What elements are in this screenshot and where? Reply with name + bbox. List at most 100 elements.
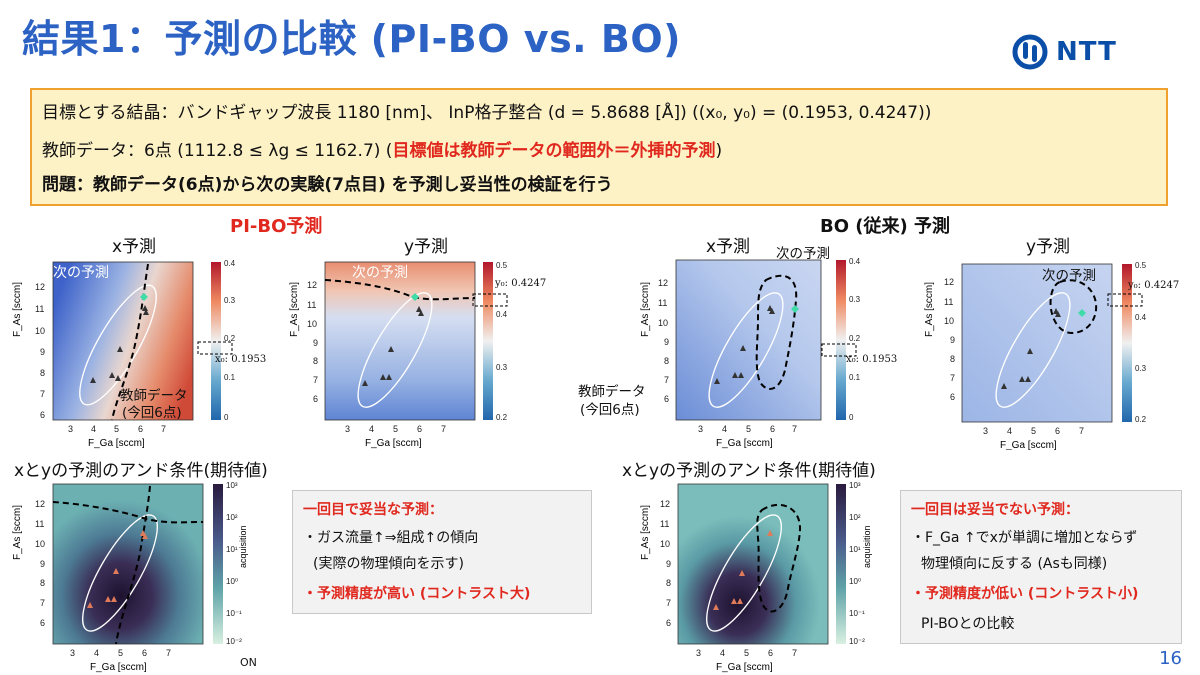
svg-text:10: 10 [35,539,45,549]
bo-note-heading: 一回目は妥当でない予測： [911,502,1079,518]
svg-text:10²: 10² [849,513,861,522]
svg-text:3: 3 [345,424,350,434]
svg-text:0.4: 0.4 [1135,313,1147,322]
training-points [90,305,149,383]
bo-x-plot: F_As [sccm] 6 7 8 9 10 11 12 3 4 5 6 7 F_Ga [sccm]… [640,257,861,449]
pibo-note-heading: 一回目で妥当な予測： [303,502,443,518]
svg-text:5: 5 [114,424,119,434]
goal-line-2: 教師データ：6点 (1112.8 ≤ λg ≤ 1162.7) (目標値は教師デ… [42,136,722,161]
pibo-y-title: y予測 [404,237,449,257]
svg-text:F_Ga [sccm]: F_Ga [sccm] [90,662,147,673]
svg-text:F_As [sccm]: F_As [sccm] [289,282,300,337]
training-data-count: (今回6点) [122,405,182,421]
svg-text:10⁻²: 10⁻² [849,637,865,646]
svg-text:12: 12 [658,278,668,288]
svg-text:6: 6 [142,648,147,658]
svg-text:10: 10 [307,319,317,329]
bo-y-next-prediction-label: 次の予測 [1042,268,1096,284]
bo-note-line-4: PI-BOとの比較 [921,616,1015,632]
svg-text:8: 8 [664,356,669,366]
svg-text:6: 6 [40,618,45,628]
bo-note-line-3: ・予測精度が低い (コントラスト小) [911,586,1139,602]
svg-text:10: 10 [35,326,45,336]
svg-text:9: 9 [950,335,955,345]
heatmap [676,260,821,420]
svg-text:3: 3 [696,648,701,658]
svg-text:7: 7 [441,424,446,434]
svg-text:6: 6 [417,424,422,434]
next-prediction-label-y: 次の予測 [352,265,408,281]
training-data-label: 教師データ [120,388,188,404]
stray-text: ON [240,656,257,669]
goal-box: 目標とする結晶：バンドギャップ波長 1180 [nm]、 InP格子整合 (d … [30,88,1168,206]
next-prediction-label: 次の予測 [53,265,109,281]
svg-text:7: 7 [792,424,797,434]
bo-next-prediction-label: 次の予測 [776,246,830,262]
bo-y-plot: F_As [sccm] 6 7 8 9 10 11 12 3 4 5 6 7 F_Ga [sccm]… [924,261,1147,450]
contour-line [1049,279,1098,334]
svg-text:10³: 10³ [226,481,238,490]
svg-text:12: 12 [35,282,45,292]
bo-x-title: x予測 [706,237,751,257]
pibo-y-plot: F_As [sccm] 6 7 8 9 10 11 12 3 4 5 6 7 F_Ga [sccm]… [289,261,508,449]
svg-text:3: 3 [698,424,703,434]
goal-line-1: 目標とする結晶：バンドギャップ波長 1180 [nm]、 InP格子整合 (d … [42,103,932,123]
svg-text:12: 12 [35,499,45,509]
logo-text: NTT [1056,37,1117,67]
svg-text:10⁻²: 10⁻² [226,637,242,646]
svg-text:10¹: 10¹ [849,545,861,554]
svg-text:5: 5 [393,424,398,434]
page-title: 結果1：予測の比較 (PI-BO vs. BO) [22,17,681,61]
heatmap [53,262,193,420]
svg-text:0.3: 0.3 [1135,364,1147,373]
svg-text:6: 6 [666,618,671,628]
svg-text:7: 7 [313,375,318,385]
svg-text:4: 4 [1007,426,1012,436]
svg-text:8: 8 [666,578,671,588]
svg-text:0.4: 0.4 [849,257,861,266]
svg-text:7: 7 [792,648,797,658]
svg-text:0.5: 0.5 [496,261,508,270]
contour-line [755,274,798,390]
bo-y0-label: y₀: 0.4247 [1128,280,1180,291]
pibo-note-box: 一回目で妥当な予測： ・ガス流量↑⇒組成↑の傾向 (実際の物理傾向を示す) ・予… [292,490,592,614]
svg-text:F_Ga [sccm]: F_Ga [sccm] [716,438,773,449]
ntt-logo: NTT [1012,34,1117,70]
pibo-note-line-1: ・ガス流量↑⇒組成↑の傾向 [303,530,479,546]
bo-training-data-label: 教師データ [578,384,646,400]
svg-text:0: 0 [849,413,854,422]
svg-text:11: 11 [944,297,953,307]
svg-text:0.2: 0.2 [1135,415,1147,424]
pibo-note-line-2: (実際の物理傾向を示す) [313,556,464,572]
confidence-ellipse [79,284,157,406]
svg-text:7: 7 [161,424,166,434]
svg-text:0.2: 0.2 [224,334,236,343]
svg-text:7: 7 [666,598,671,608]
svg-text:6: 6 [1055,426,1060,436]
svg-text:10⁰: 10⁰ [849,577,861,586]
svg-text:5: 5 [118,648,123,658]
svg-text:11: 11 [307,300,316,310]
acq-label: acquisition [238,525,248,568]
svg-text:9: 9 [40,347,45,357]
x0-label: x₀: 0.1953 [215,354,267,365]
svg-text:0.2: 0.2 [496,413,508,422]
svg-text:12: 12 [307,280,317,290]
svg-text:6: 6 [950,392,955,402]
svg-text:4: 4 [369,424,374,434]
svg-text:8: 8 [313,356,318,366]
goal-line-3: 問題：教師データ(6点)から次の実験(7点目) を予測し妥当性の検証を行う [42,175,613,195]
pibo-and-title: xとyの予測のアンド条件(期待値) [14,461,268,481]
svg-text:8: 8 [950,354,955,364]
svg-text:11: 11 [658,298,667,308]
svg-text:10: 10 [944,316,954,326]
svg-text:7: 7 [40,389,45,399]
heatmap [678,484,828,644]
svg-text:4: 4 [720,648,725,658]
ntt-logo-icon [1012,34,1048,70]
bo-note-line-1: ・F_Ga ↑でxが単調に増加とならず [911,530,1138,546]
svg-text:12: 12 [944,277,954,287]
page-number: 16 [1159,648,1182,669]
y0-label: y₀: 0.4247 [495,278,547,289]
svg-text:10²: 10² [226,513,238,522]
